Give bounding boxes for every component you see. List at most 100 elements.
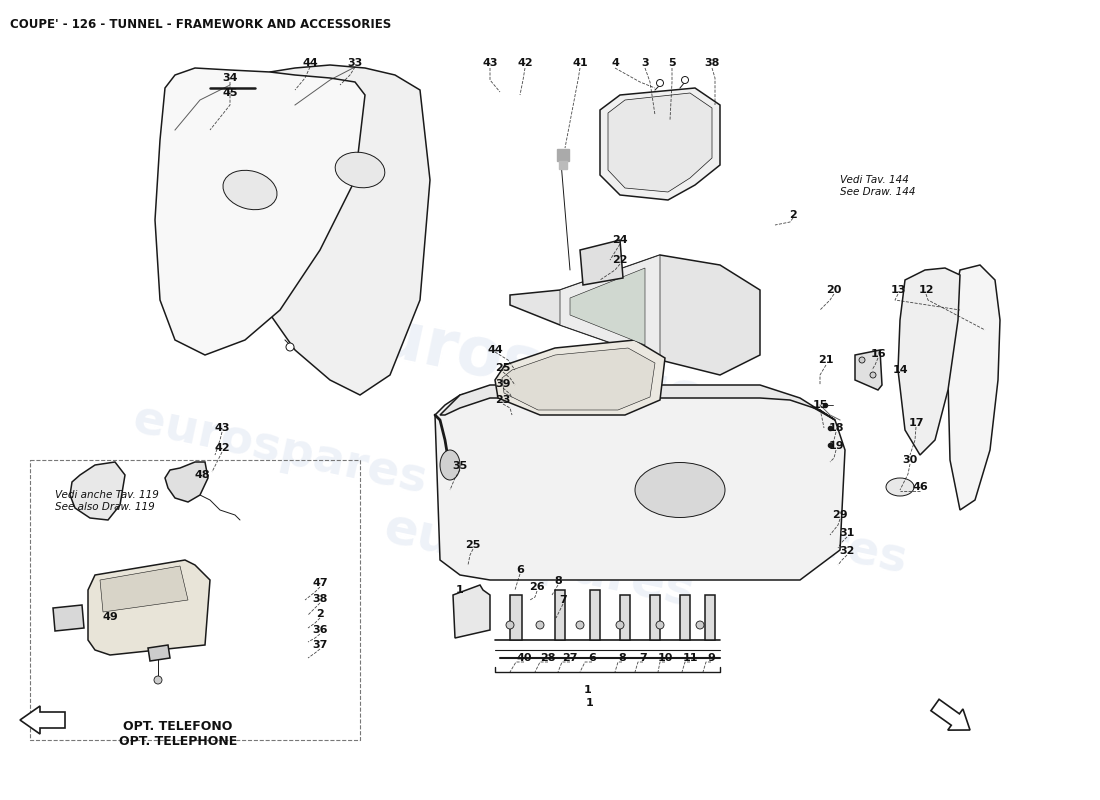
- Text: 21: 21: [818, 355, 834, 365]
- Ellipse shape: [635, 462, 725, 518]
- Polygon shape: [440, 385, 835, 420]
- Polygon shape: [556, 590, 565, 640]
- Text: 10: 10: [658, 653, 673, 663]
- Polygon shape: [600, 88, 720, 200]
- Text: 28: 28: [540, 653, 556, 663]
- Polygon shape: [580, 240, 623, 285]
- Circle shape: [286, 343, 294, 351]
- Text: 43: 43: [482, 58, 497, 68]
- Text: 1: 1: [586, 698, 594, 708]
- Polygon shape: [100, 566, 188, 612]
- Text: 36: 36: [312, 625, 328, 635]
- Text: 44: 44: [487, 345, 503, 355]
- Circle shape: [506, 621, 514, 629]
- Text: OPT. TELEFONO
OPT. TELEPHONE: OPT. TELEFONO OPT. TELEPHONE: [119, 720, 238, 748]
- Text: 32: 32: [839, 546, 855, 556]
- Text: 49: 49: [102, 612, 118, 622]
- Text: 41: 41: [572, 58, 587, 68]
- Text: 24: 24: [613, 235, 628, 245]
- Text: 47: 47: [312, 578, 328, 588]
- Polygon shape: [502, 348, 654, 410]
- Ellipse shape: [223, 170, 277, 210]
- Polygon shape: [510, 255, 760, 375]
- Text: 8: 8: [618, 653, 626, 663]
- Text: 42: 42: [214, 443, 230, 453]
- Polygon shape: [88, 560, 210, 655]
- Polygon shape: [560, 255, 660, 360]
- Text: 11: 11: [682, 653, 697, 663]
- Text: 48: 48: [195, 470, 210, 480]
- Text: 39: 39: [495, 379, 510, 389]
- Text: 38: 38: [704, 58, 719, 68]
- Polygon shape: [855, 350, 882, 390]
- Polygon shape: [680, 595, 690, 640]
- Polygon shape: [650, 595, 660, 640]
- Text: 9: 9: [707, 653, 715, 663]
- Polygon shape: [948, 265, 1000, 510]
- Polygon shape: [570, 268, 645, 345]
- Text: 2: 2: [789, 210, 796, 220]
- Text: 5: 5: [668, 58, 675, 68]
- Text: 3: 3: [641, 58, 649, 68]
- Text: 44: 44: [302, 58, 318, 68]
- Polygon shape: [898, 268, 960, 455]
- Text: 7: 7: [559, 595, 566, 605]
- Text: eurospares: eurospares: [129, 397, 431, 503]
- Text: 14: 14: [892, 365, 907, 375]
- Text: 23: 23: [495, 395, 510, 405]
- Text: 37: 37: [312, 640, 328, 650]
- Circle shape: [656, 621, 664, 629]
- Text: 17: 17: [909, 418, 924, 428]
- Text: 30: 30: [902, 455, 917, 465]
- Text: 22: 22: [613, 255, 628, 265]
- Text: COUPE' - 126 - TUNNEL - FRAMEWORK AND ACCESSORIES: COUPE' - 126 - TUNNEL - FRAMEWORK AND AC…: [10, 18, 392, 31]
- Text: 4: 4: [612, 58, 619, 68]
- Text: 19: 19: [828, 441, 844, 451]
- Polygon shape: [453, 585, 490, 638]
- Polygon shape: [590, 590, 600, 640]
- Text: 40: 40: [516, 653, 531, 663]
- Text: 29: 29: [833, 510, 848, 520]
- Circle shape: [657, 79, 663, 86]
- Text: 25: 25: [495, 363, 510, 373]
- Text: 34: 34: [222, 73, 238, 83]
- Text: 38: 38: [312, 594, 328, 604]
- Ellipse shape: [336, 152, 385, 188]
- FancyArrow shape: [20, 706, 65, 734]
- Text: 33: 33: [348, 58, 363, 68]
- Text: 15: 15: [812, 400, 827, 410]
- Text: 31: 31: [839, 528, 855, 538]
- Polygon shape: [495, 340, 666, 415]
- Text: 7: 7: [639, 653, 647, 663]
- Text: 13: 13: [890, 285, 905, 295]
- FancyArrow shape: [931, 699, 970, 730]
- Polygon shape: [148, 645, 170, 661]
- Circle shape: [859, 357, 865, 363]
- Ellipse shape: [886, 478, 914, 496]
- Text: eurospares: eurospares: [327, 294, 754, 446]
- Text: 16: 16: [870, 349, 886, 359]
- Text: 27: 27: [562, 653, 578, 663]
- Bar: [30, 460, 360, 740]
- Text: Vedi Tav. 144
See Draw. 144: Vedi Tav. 144 See Draw. 144: [840, 175, 915, 197]
- Circle shape: [696, 621, 704, 629]
- Circle shape: [682, 77, 689, 83]
- Text: 2: 2: [316, 609, 323, 619]
- Circle shape: [616, 621, 624, 629]
- Text: 1: 1: [456, 585, 464, 595]
- Text: 6: 6: [516, 565, 524, 575]
- Polygon shape: [434, 390, 845, 580]
- Text: 46: 46: [912, 482, 928, 492]
- Polygon shape: [608, 93, 712, 192]
- Polygon shape: [165, 462, 208, 502]
- Text: 18: 18: [828, 423, 844, 433]
- Text: 45: 45: [222, 88, 238, 98]
- Text: 12: 12: [918, 285, 934, 295]
- Circle shape: [536, 621, 544, 629]
- Text: 35: 35: [452, 461, 468, 471]
- Polygon shape: [53, 605, 84, 631]
- Text: 42: 42: [517, 58, 532, 68]
- Text: 1: 1: [584, 685, 592, 695]
- Circle shape: [870, 372, 876, 378]
- Text: Vedi anche Tav. 119
See also Draw. 119: Vedi anche Tav. 119 See also Draw. 119: [55, 490, 158, 512]
